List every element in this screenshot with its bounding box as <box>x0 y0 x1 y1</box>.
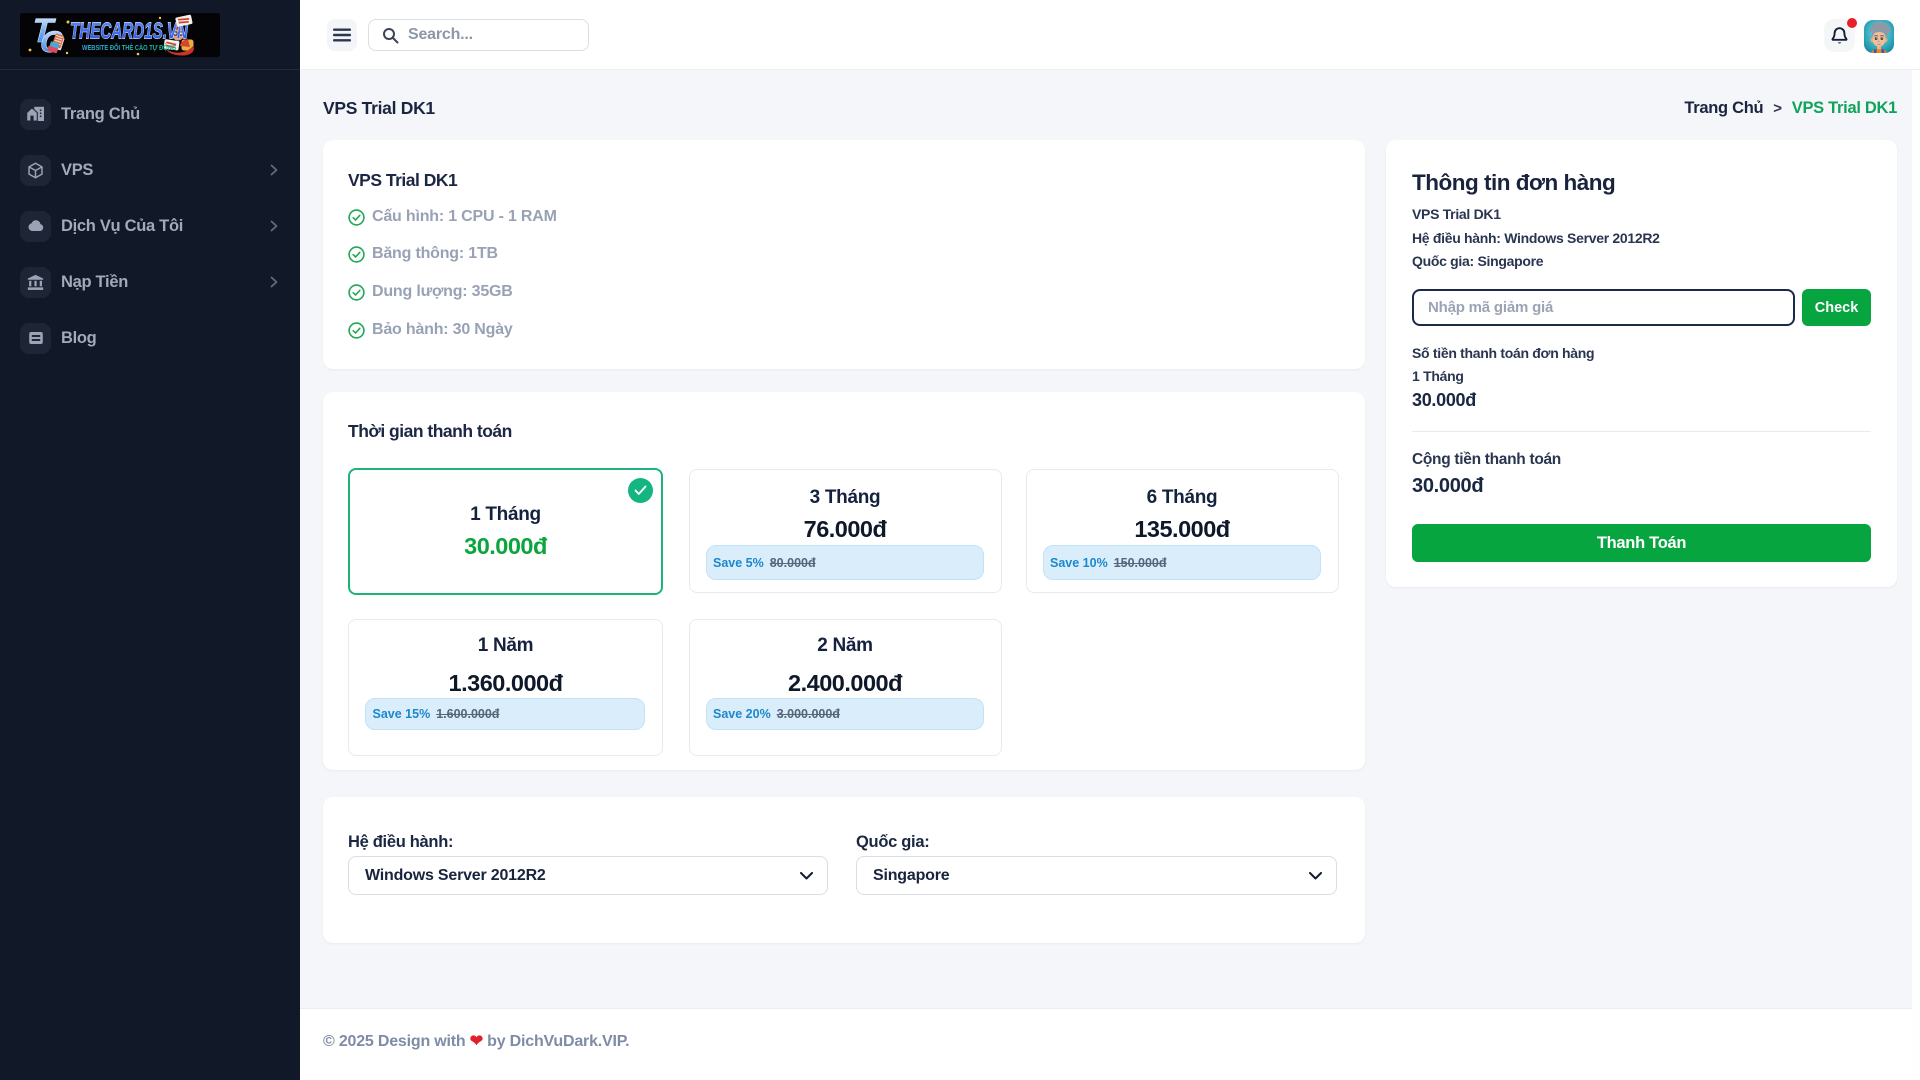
svg-text:THECARD1S.VN: THECARD1S.VN <box>70 18 189 44</box>
svg-text:WEBSITE ĐỔI THẺ CÀO TỰ ĐỘNG: WEBSITE ĐỔI THẺ CÀO TỰ ĐỘNG <box>82 42 176 52</box>
